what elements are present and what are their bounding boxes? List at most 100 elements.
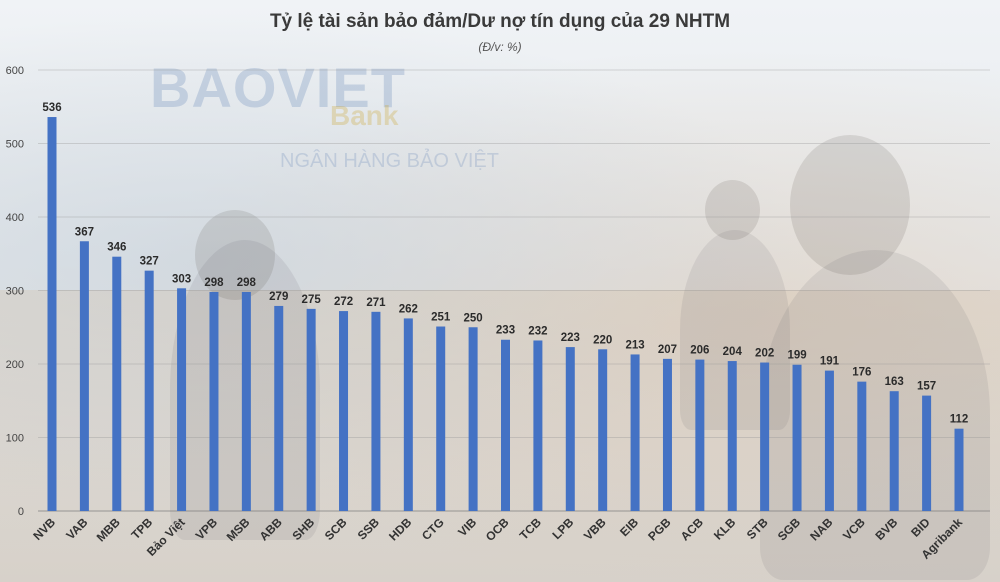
data-label: 327 [140,256,159,268]
x-tick-label: VPB [193,515,221,543]
bar [339,311,349,511]
x-tick-label: BVB [873,515,901,543]
background-bank-text: Bank [330,100,399,131]
background-logo-text: BAOVIET [150,56,406,119]
data-label: 202 [755,348,774,360]
data-label: 176 [852,367,871,379]
bar [371,311,381,511]
data-label: 233 [496,325,515,337]
x-tick-label: SHB [289,515,317,543]
data-label: 536 [42,102,61,114]
data-label: 223 [561,332,580,344]
x-tick-label: SCB [322,515,350,543]
bar [79,241,89,511]
y-tick-label: 600 [6,65,24,77]
bar [47,117,57,511]
x-tick-label: ABB [257,515,286,544]
x-tick-label: SGB [775,515,804,544]
bar [889,391,899,511]
y-tick-label: 100 [6,433,24,445]
data-label: 206 [690,345,709,357]
data-label: 112 [950,414,969,426]
data-label: 303 [172,273,191,285]
x-tick-label: CTG [419,515,447,543]
data-label: 262 [399,303,418,315]
data-label: 298 [237,277,257,289]
bar [727,361,737,511]
bar [112,256,122,511]
x-tick-label: HDB [386,515,415,544]
x-tick-label: PGB [645,515,674,544]
data-label: 199 [787,350,806,362]
bar [954,428,964,511]
x-tick-label: TCB [517,515,545,543]
data-label: 298 [204,277,224,289]
x-tick-label: NAB [807,515,836,544]
x-tick-label: TPB [128,515,155,542]
x-tick-label: VIB [455,515,479,539]
x-tick-label: LPB [550,515,577,542]
bar [436,326,446,511]
x-tick-label: VCB [840,515,868,543]
data-label: 232 [528,325,547,337]
x-tick-label: VAB [63,515,90,542]
y-tick-label: 500 [6,139,24,151]
x-tick-label: MSB [224,515,253,544]
data-label: 279 [269,291,288,303]
background-head [790,135,910,275]
background-sub-text: NGÂN HÀNG BẢO VIỆT [280,150,499,172]
x-tick-label: MBB [94,515,123,544]
data-label: 207 [658,344,677,356]
bar [792,364,802,511]
bar [177,288,187,511]
data-label: 272 [334,296,353,308]
chart-subtitle: (Đ/v: %) [478,40,522,54]
data-label: 157 [917,381,936,393]
bar [533,340,543,511]
x-tick-label: EIB [617,515,641,539]
data-label: 250 [464,312,483,324]
bar [760,362,770,511]
bar [468,327,478,511]
x-tick-label: BID [908,515,933,540]
background-head [705,180,760,240]
data-label: 191 [820,356,840,368]
bar [144,270,154,511]
y-tick-label: 300 [6,286,24,298]
bar [824,370,834,511]
y-tick-label: 0 [18,506,24,518]
data-label: 271 [366,297,386,309]
x-tick-label: OCB [483,515,512,544]
bar [598,349,608,511]
chart-title: Tỷ lệ tài sản bảo đảm/Dư nợ tín dụng của… [269,11,731,32]
x-tick-label: KLB [711,515,739,543]
bar [922,395,932,511]
data-label: 204 [723,346,743,358]
data-label: 367 [75,226,94,238]
bar [857,381,867,511]
x-tick-label: SSB [355,515,383,543]
y-tick-label: 200 [6,359,24,371]
bar [662,358,672,511]
data-label: 213 [625,339,644,351]
bar [695,359,705,511]
bar [403,318,413,511]
data-label: 163 [885,376,904,388]
bar [209,291,219,511]
data-label: 346 [107,242,126,254]
bar [274,305,284,511]
x-tick-label: ACB [678,515,707,544]
x-tick-label: STB [744,515,771,542]
bar [306,308,316,511]
x-tick-label: VBB [581,515,609,543]
bar [501,339,510,511]
y-tick-label: 400 [6,212,24,224]
data-label: 275 [302,294,322,306]
x-tick-label: NVB [30,515,58,543]
data-label: 251 [431,312,451,324]
background-head [195,210,275,300]
bar [241,291,251,511]
bar [565,347,575,511]
data-label: 220 [593,334,612,346]
